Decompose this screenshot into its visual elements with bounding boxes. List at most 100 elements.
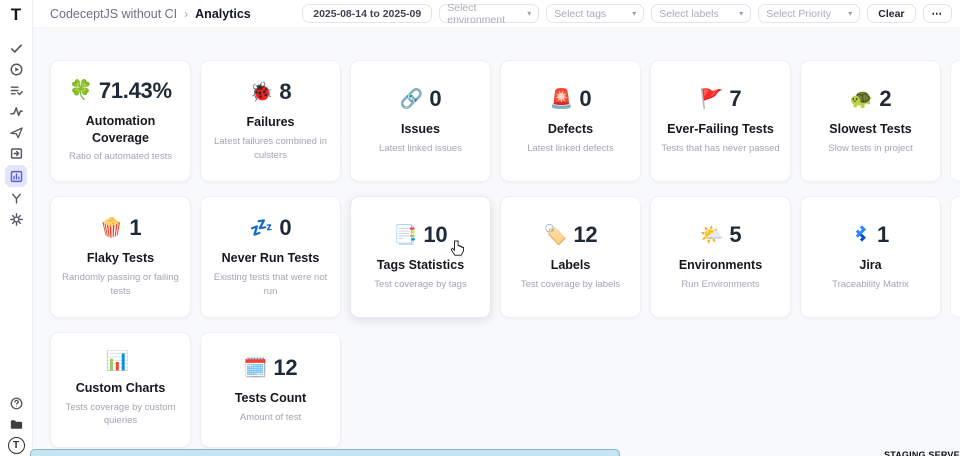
card-flaky-tests[interactable]: 🍿 1 Flaky Tests Randomly passing or faili…: [50, 196, 191, 318]
card-jira[interactable]: 1 Jira Traceability Matrix: [800, 196, 941, 318]
settings-gear-icon[interactable]: [5, 209, 27, 230]
metric-title: Environments: [678, 258, 763, 273]
card-slowest-tests[interactable]: 🐢 2 Slowest Tests Slow tests in project: [800, 60, 941, 182]
environment-select-placeholder: Select environment: [447, 1, 506, 26]
metric-value: 5: [729, 222, 742, 248]
sun-cloud-icon: 🌤️: [699, 224, 724, 246]
breadcrumb-page-title: Analytics: [195, 6, 251, 21]
account-avatar[interactable]: T: [5, 435, 27, 456]
date-range-button[interactable]: 2025-08-14 to 2025-09: [302, 4, 433, 23]
header-controls: 2025-08-14 to 2025-09 Select environment…: [302, 1, 952, 26]
header: CodeceptJS without CI › Analytics 2025-0…: [33, 0, 960, 28]
clear-filters-button[interactable]: Clear: [867, 4, 916, 23]
check-icon[interactable]: [5, 38, 27, 59]
metric-card-partial[interactable]: [950, 60, 960, 182]
metric-desc: Tests that has never passed: [661, 143, 780, 155]
bar-chart-icon: 📊: [105, 350, 130, 372]
analytics-chart-icon[interactable]: [5, 165, 27, 187]
import-box-icon[interactable]: [5, 143, 27, 164]
card-tags-statistics[interactable]: 📑 10 Tags Statistics Test coverage by tag…: [350, 196, 491, 318]
horizontal-scrollbar[interactable]: [30, 449, 620, 456]
metric-title: Failures: [246, 115, 295, 130]
metric-title: Ever-Failing Tests: [667, 122, 774, 137]
metric-title: Defects: [547, 122, 594, 137]
tags-select[interactable]: Select tags ▾: [546, 4, 645, 23]
metric-desc: Randomly passing or failing tests: [62, 272, 179, 297]
siren-icon: 🚨: [549, 88, 574, 110]
card-ever-failing-tests[interactable]: 🚩 7 Ever-Failing Tests Tests that has nev…: [650, 60, 791, 182]
card-labels[interactable]: 🏷️ 12 Labels Test coverage by labels: [500, 196, 641, 318]
metric-desc: Amount of test: [239, 412, 302, 424]
metric-desc: Test coverage by tags: [374, 279, 467, 291]
breadcrumb-project[interactable]: CodeceptJS without CI: [50, 6, 178, 21]
metric-desc: Latest failures combined in culsters: [213, 136, 327, 161]
card-never-run-tests[interactable]: 💤 0 Never Run Tests Existing tests that w…: [200, 196, 341, 318]
card-issues[interactable]: 🔗 0 Issues Latest linked issues: [350, 60, 491, 182]
metric-title: Automation Coverage: [85, 113, 156, 145]
play-circle-icon[interactable]: [5, 59, 27, 80]
metric-value: 1: [877, 222, 889, 248]
breadcrumb-separator: ›: [184, 6, 189, 21]
main-content: 🍀 71.43% Automation Coverage Ratio of aut…: [33, 28, 960, 456]
activity-icon[interactable]: [5, 101, 27, 122]
list-check-icon[interactable]: [5, 80, 27, 101]
chevron-down-icon: ▾: [739, 9, 744, 18]
metric-value: 8: [279, 79, 292, 105]
environment-select[interactable]: Select environment ▾: [439, 1, 540, 26]
staging-server-label: STAGING SERVER: [884, 450, 960, 456]
folder-icon[interactable]: [5, 414, 27, 435]
metric-title: Jira: [859, 258, 882, 273]
chevron-down-icon: ▾: [848, 9, 853, 18]
help-circle-icon[interactable]: [5, 393, 27, 414]
mouse-pointer-cursor: [450, 240, 465, 262]
ladybug-icon: 🐞: [249, 81, 274, 103]
metric-desc: Traceability Matrix: [832, 279, 909, 291]
metric-title: Slowest Tests: [829, 122, 912, 137]
tags-select-placeholder: Select tags: [554, 7, 607, 20]
branch-icon[interactable]: [5, 188, 27, 209]
priority-select[interactable]: Select Priority ▾: [758, 4, 861, 23]
card-environments[interactable]: 🌤️ 5 Environments Run Environments: [650, 196, 791, 318]
metric-value: 12: [273, 355, 298, 381]
metric-value: 71.43%: [98, 77, 172, 103]
metric-desc: Latest linked defects: [527, 143, 614, 155]
metric-value: 12: [573, 222, 598, 248]
card-defects[interactable]: 🚨 0 Defects Latest linked defects: [500, 60, 641, 182]
metric-card-partial[interactable]: [950, 196, 960, 318]
app-logo[interactable]: T: [10, 5, 22, 24]
plane-icon[interactable]: [5, 122, 27, 143]
labels-select[interactable]: Select labels ▾: [651, 4, 752, 23]
metric-desc: Latest linked issues: [379, 143, 462, 155]
metric-title: Labels: [550, 258, 591, 273]
metric-title: Issues: [401, 122, 440, 137]
metric-title: Flaky Tests: [86, 251, 155, 266]
metric-value: 0: [579, 86, 592, 112]
metric-desc: Slow tests in project: [828, 143, 913, 155]
more-options-button[interactable]: ⋯: [922, 4, 952, 23]
metric-value: 0: [279, 215, 292, 241]
avatar-letter: T: [7, 437, 25, 454]
turtle-icon: 🐢: [849, 88, 874, 110]
metric-desc: Tests coverage by custom quieries: [65, 401, 176, 427]
card-automation-coverage[interactable]: 🍀 71.43% Automation Coverage Ratio of aut…: [50, 60, 191, 182]
labels-select-placeholder: Select labels: [659, 7, 719, 20]
metric-desc: Test coverage by labels: [520, 279, 621, 291]
metric-value: 10: [423, 222, 448, 248]
calendar-icon: 🗓️: [243, 357, 268, 379]
metric-title: Tests Count: [234, 391, 307, 406]
metric-desc: Existing tests that were not run: [213, 272, 328, 297]
metric-title: Never Run Tests: [221, 251, 320, 266]
metric-title: Tags Statistics: [376, 258, 465, 273]
card-failures[interactable]: 🐞 8 Failures Latest failures combined in …: [200, 60, 341, 182]
card-custom-charts[interactable]: 📊 Custom Charts Tests coverage by custom…: [50, 332, 191, 448]
bookmark-tabs-icon: 📑: [393, 224, 418, 246]
link-icon: 🔗: [399, 88, 424, 110]
metric-desc: Run Environments: [681, 279, 760, 291]
card-tests-count[interactable]: 🗓️ 12 Tests Count Amount of test: [200, 332, 341, 448]
metric-desc: Ratio of automated tests: [69, 151, 172, 163]
clover-icon: 🍀: [69, 80, 93, 102]
sidebar: T: [0, 0, 33, 456]
popcorn-icon: 🍿: [99, 217, 124, 239]
metric-value: 2: [879, 86, 892, 112]
